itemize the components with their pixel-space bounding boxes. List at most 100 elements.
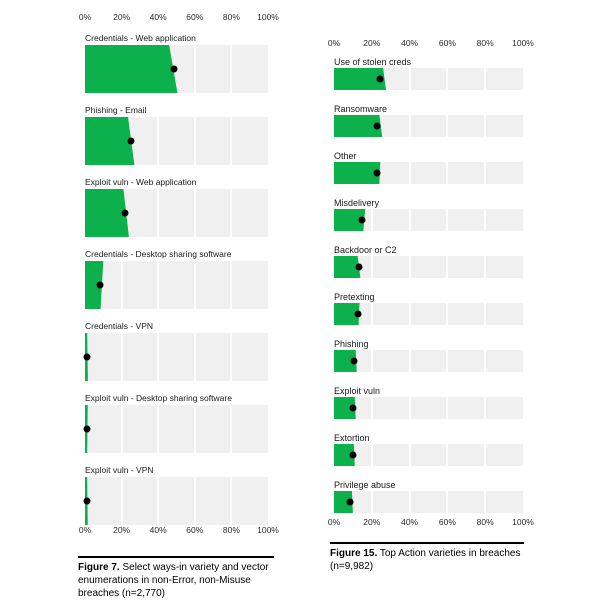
axis-tick-label: 80% [476, 38, 494, 48]
chart-row: Exploit vuln - Desktop sharing software [83, 392, 268, 453]
bar-fill [334, 68, 386, 90]
chart-row: Misdelivery [334, 197, 523, 231]
row-label: Backdoor or C2 [334, 245, 397, 255]
bar-track [334, 68, 523, 90]
bar-track [334, 209, 523, 231]
row-label: Credentials - Web application [85, 33, 196, 43]
figure7-bottom-axis: 0% 20% 40% 60% 80% 100% [79, 525, 279, 537]
axis-tick-label: 0% [327, 38, 341, 48]
axis-tick-label: 20% [113, 525, 131, 535]
axis-tick-label: 20% [363, 38, 381, 48]
gridline [484, 68, 487, 90]
gridline [484, 162, 487, 184]
gridline [193, 477, 196, 525]
gridline [193, 189, 196, 237]
value-dot [376, 75, 384, 83]
value-dot [83, 353, 91, 361]
gridline [120, 261, 123, 309]
gridline [157, 261, 160, 309]
gridline [193, 405, 196, 453]
value-dot [127, 137, 135, 145]
figure15-chart: 0% 20% 40% 60% 80% 100% Use of stolen creds Ra… [328, 38, 534, 573]
gridline [230, 477, 233, 525]
gridline [446, 350, 449, 372]
gridline [484, 397, 487, 419]
axis-tick-label: 0% [327, 517, 341, 527]
figure15-caption-number: Figure 15. [330, 548, 378, 559]
bar-track [334, 350, 523, 372]
axis-tick-label: 60% [186, 525, 204, 535]
figure7-caption: Figure 7. Select ways-in variety and vec… [78, 556, 274, 600]
bar-track [334, 491, 523, 513]
gridline [193, 333, 196, 381]
gridline [230, 189, 233, 237]
value-dot [355, 263, 363, 271]
gridline [157, 189, 160, 237]
chart-row: Privilege abuse [334, 479, 523, 513]
gridline [408, 350, 411, 372]
row-label: Ransomware [334, 104, 388, 114]
bar-fill [85, 117, 135, 165]
chart-row: Use of stolen creds [334, 56, 523, 90]
gridline [120, 333, 123, 381]
bar-fill [85, 45, 178, 93]
gridline [408, 115, 411, 137]
bar-track [85, 189, 268, 237]
chart-row: Credentials - VPN [83, 320, 268, 381]
bar-fill [85, 333, 88, 381]
bar-track [334, 444, 523, 466]
chart-row: Ransomware [334, 103, 523, 137]
axis-tick-label: 20% [113, 12, 131, 22]
value-dot [83, 497, 91, 505]
chart-row: Exploit vuln - Web application [85, 176, 268, 237]
bar-track [334, 397, 523, 419]
gridline [408, 444, 411, 466]
gridline [484, 303, 487, 325]
gridline [408, 256, 411, 278]
chart-row: Credentials - Web application [85, 32, 268, 93]
axis-tick-label: 60% [438, 38, 456, 48]
value-dot [121, 209, 129, 217]
axis-tick-label: 100% [257, 525, 279, 535]
row-label: Phishing [334, 339, 369, 349]
gridline [370, 397, 373, 419]
bar-fill [85, 189, 129, 237]
gridline [230, 333, 233, 381]
bar-track [85, 45, 268, 93]
gridline [370, 444, 373, 466]
gridline [446, 209, 449, 231]
gridline [157, 333, 160, 381]
axis-tick-label: 40% [149, 525, 167, 535]
chart-row: Credentials - Desktop sharing software [85, 248, 268, 309]
value-dot [358, 216, 366, 224]
bar-fill [334, 209, 366, 231]
gridline [230, 405, 233, 453]
gridline [484, 444, 487, 466]
gridline [484, 256, 487, 278]
gridline [193, 45, 196, 93]
axis-tick-label: 100% [257, 12, 279, 22]
gridline [408, 303, 411, 325]
gridline [446, 256, 449, 278]
chart-row: Pretexting [334, 291, 523, 325]
axis-tick-label: 100% [512, 517, 534, 527]
bar-fill [85, 405, 88, 453]
gridline [408, 162, 411, 184]
bar-fill [334, 491, 353, 513]
row-label: Phishing - Email [85, 105, 147, 115]
bar-track [83, 405, 268, 453]
gridline [446, 397, 449, 419]
gridline [446, 444, 449, 466]
gridline [157, 405, 160, 453]
chart-row: Phishing [334, 338, 523, 372]
bar-track [334, 162, 523, 184]
gridline [484, 209, 487, 231]
row-label: Privilege abuse [334, 480, 396, 490]
axis-tick-label: 100% [512, 38, 534, 48]
axis-tick-label: 40% [149, 12, 167, 22]
figure7-top-axis: 0% 20% 40% 60% 80% 100% [79, 12, 279, 24]
bar-fill [334, 303, 360, 325]
row-label: Credentials - Desktop sharing software [85, 249, 232, 259]
gridline [370, 256, 373, 278]
bar-track [334, 115, 523, 137]
